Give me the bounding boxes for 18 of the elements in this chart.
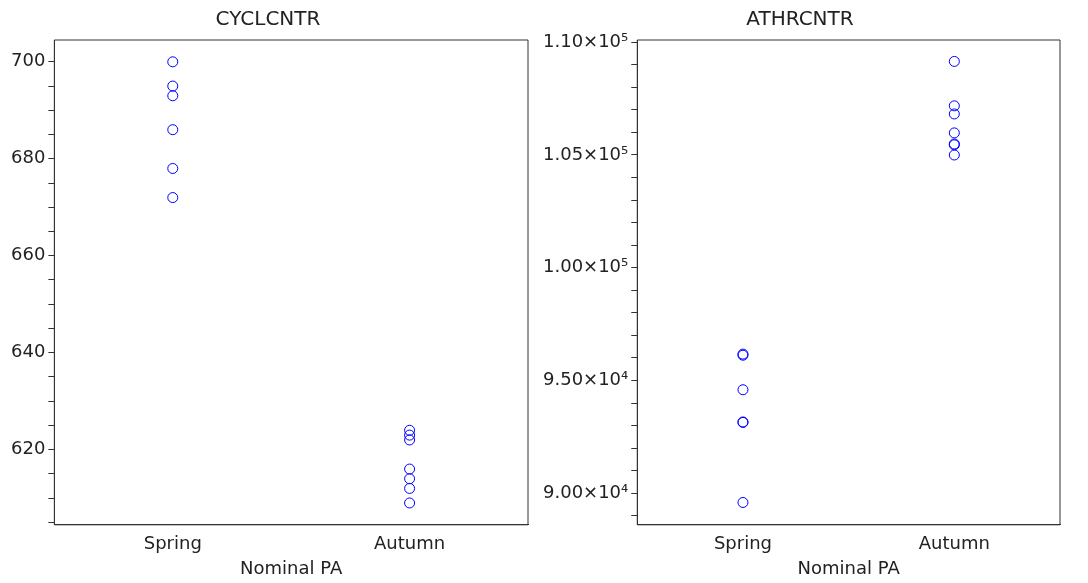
y-tick-label: 700 <box>11 49 46 71</box>
y-tick-label: 1.05×10⁵ <box>543 142 629 164</box>
y-tick-label: 680 <box>11 146 46 168</box>
chart-title: ATHRCNTR <box>746 6 854 31</box>
y-tick-label: 9.00×10⁴ <box>543 480 629 502</box>
y-tick-label: 640 <box>11 340 46 362</box>
y-tick-label: 620 <box>11 437 46 459</box>
x-tick-label: Spring <box>143 532 202 554</box>
y-tick-label: 1.10×10⁵ <box>543 29 629 51</box>
x-axis-title: Nominal PA <box>797 556 901 578</box>
y-tick-label: 660 <box>11 243 46 265</box>
chart-title: CYCLCNTR <box>215 6 321 31</box>
x-tick-label: Autumn <box>374 532 446 554</box>
x-axis-title: Nominal PA <box>240 556 343 578</box>
y-tick-label: 9.50×10⁴ <box>543 368 629 390</box>
y-tick-label: 1.00×10⁵ <box>543 255 629 277</box>
x-tick-label: Spring <box>713 532 773 554</box>
x-tick-label: Autumn <box>918 532 990 554</box>
